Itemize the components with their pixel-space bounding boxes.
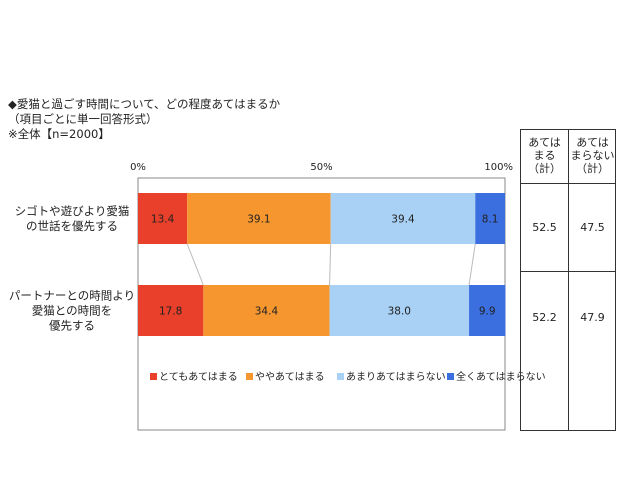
- bar-segment: [138, 285, 204, 336]
- bar-segment: [330, 193, 476, 244]
- summary-header-line: あては: [528, 136, 561, 149]
- bar-segment: [203, 285, 330, 336]
- legend-swatch: [337, 373, 344, 380]
- summary-divider: [568, 130, 569, 430]
- summary-value: 47.5: [580, 221, 605, 234]
- bar-value-label: 38.0: [388, 306, 411, 318]
- summary-value: 52.5: [532, 221, 557, 234]
- summary-header-line: まらない: [570, 149, 615, 162]
- bar-segment: [138, 193, 188, 244]
- legend-swatch: [447, 373, 454, 380]
- bar-value-label: 8.1: [482, 214, 499, 226]
- chart-title: ◆愛猫と過ごす時間について、どの程度あてはまるか: [8, 97, 281, 111]
- legend-label: とてもあてはまる: [159, 371, 238, 383]
- chart-subtitle: （項目ごとに単一回答形式）: [8, 112, 158, 126]
- sample-size-note: ※全体【n=2000】: [8, 127, 110, 141]
- bar-value-label: 39.4: [391, 214, 415, 226]
- x-tick-label: 100%: [484, 162, 513, 173]
- summary-value: 52.2: [532, 311, 557, 324]
- category-label: の世話を優先する: [26, 219, 118, 233]
- bar-value-label: 17.8: [159, 306, 182, 318]
- legend-label: ややあてはまる: [255, 371, 325, 383]
- summary-divider: [521, 183, 615, 184]
- category-label: シゴトや遊びより愛猫: [15, 204, 130, 218]
- connector-line: [186, 243, 204, 286]
- summary-header-applies: あては まる （計）: [521, 136, 568, 175]
- legend-swatch: [150, 373, 157, 380]
- category-label: 優先する: [49, 319, 95, 333]
- summary-header-line: （計）: [576, 162, 609, 175]
- x-tick-label: 50%: [310, 162, 332, 173]
- connector-line: [329, 243, 332, 286]
- bar-value-label: 39.1: [247, 214, 270, 226]
- bar-segment: [475, 193, 505, 244]
- bar-segment: [329, 285, 470, 336]
- summary-value: 47.9: [580, 311, 605, 324]
- summary-header-line: （計）: [528, 162, 561, 175]
- legend-label: 全くあてはまらない: [456, 370, 546, 383]
- bar-segment: [469, 285, 506, 336]
- summary-header-line: まる: [533, 149, 556, 162]
- summary-header-line: あては: [576, 136, 609, 149]
- summary-header-not-applies: あては まらない （計）: [569, 136, 616, 175]
- category-label: 愛猫との時間を: [32, 304, 112, 318]
- summary-divider: [521, 271, 615, 272]
- bar-value-label: 13.4: [151, 214, 175, 226]
- summary-table: あては まる （計） あては まらない （計） 52.5 47.5 52.2 47.9: [520, 129, 616, 431]
- bar-value-label: 34.4: [255, 306, 279, 318]
- category-label: パートナーとの時間より: [9, 289, 135, 303]
- connector-line: [468, 243, 476, 286]
- bar-segment: [187, 193, 331, 244]
- legend-label: あまりあてはまらない: [346, 371, 446, 383]
- x-tick-label: 0%: [130, 162, 146, 173]
- legend-swatch: [246, 373, 253, 380]
- bar-value-label: 9.9: [479, 306, 496, 318]
